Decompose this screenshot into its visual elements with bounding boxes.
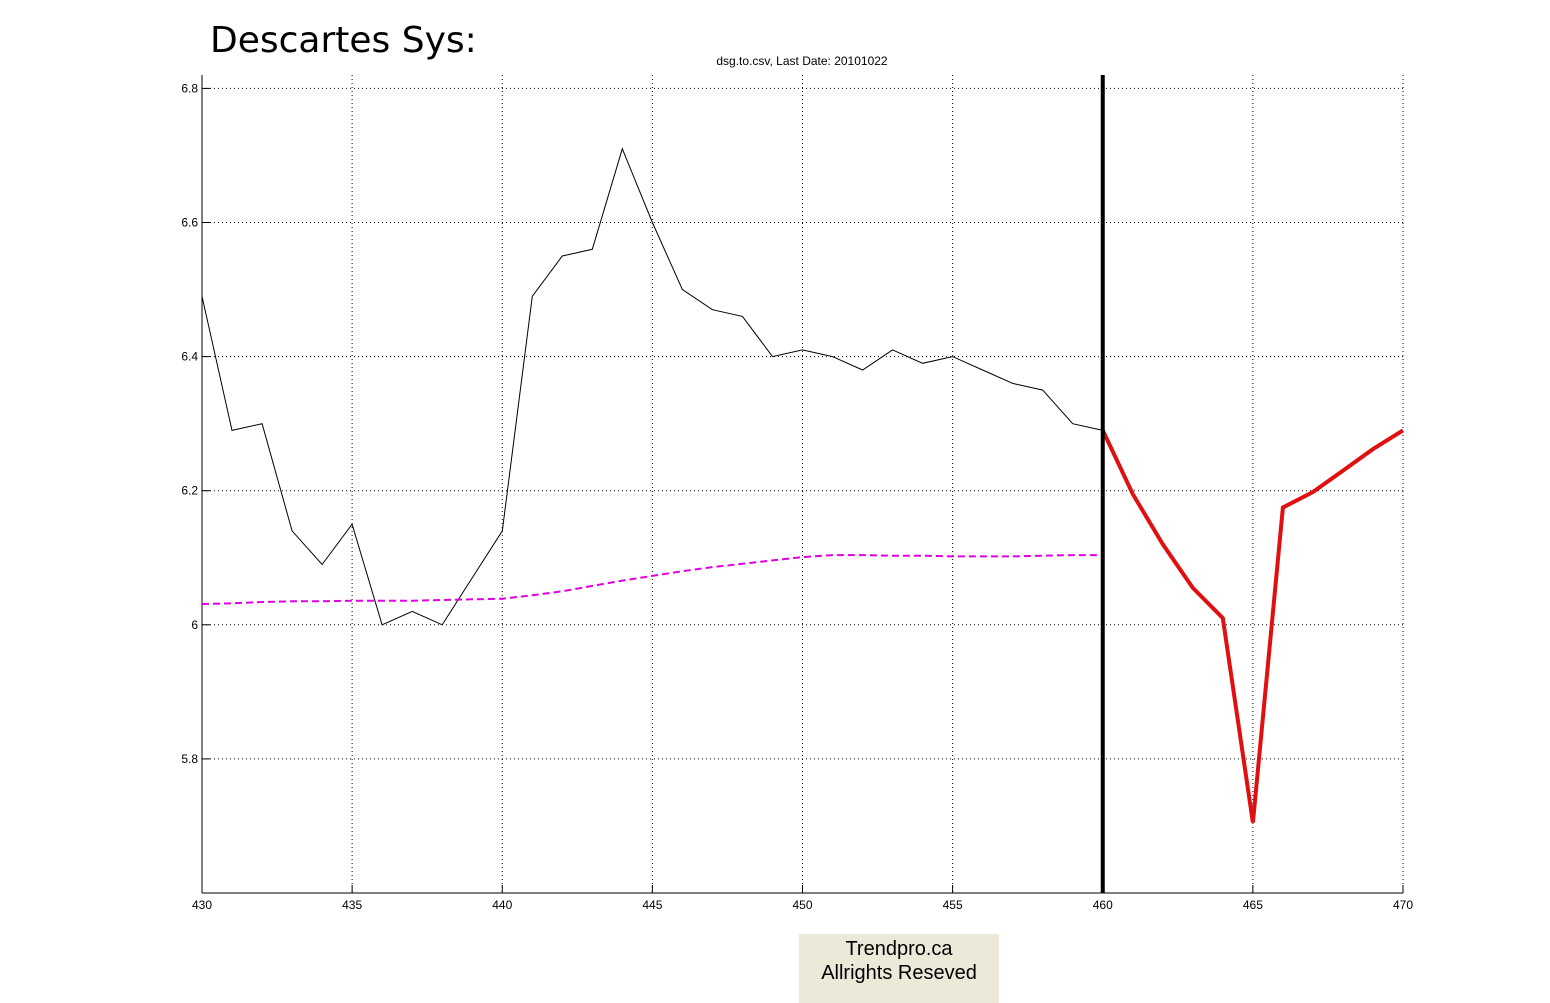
y-tick-label: 6.8 xyxy=(181,81,198,95)
x-tick-label: 435 xyxy=(342,898,362,912)
x-tick-label: 460 xyxy=(1093,898,1113,912)
price-line xyxy=(201,147,1103,626)
watermark-line-1: Trendpro.ca xyxy=(845,938,953,960)
x-tick-label: 465 xyxy=(1243,898,1263,912)
chart-main-title: Descartes Sys: xyxy=(210,20,477,61)
x-tick-label: 445 xyxy=(642,898,662,912)
forecast-line xyxy=(1100,428,1405,823)
chart-title: dsg.to.csv, Last Date: 20101022 xyxy=(716,54,888,68)
y-tick-label: 6.6 xyxy=(181,216,198,230)
grid-lines xyxy=(202,75,1404,893)
x-tick-label: 470 xyxy=(1393,898,1413,912)
x-tick-label: 440 xyxy=(492,898,512,912)
x-tick-label: 450 xyxy=(792,898,812,912)
y-tick-label: 6 xyxy=(191,618,198,632)
y-tick-label: 6.2 xyxy=(181,484,198,498)
x-tick-label: 455 xyxy=(943,898,963,912)
tick-labels: 430 435 440 445 450 455 460 465 470 5.8 6 6.2 6.4 6.6… xyxy=(181,81,1413,912)
x-tick-label: 430 xyxy=(192,898,212,912)
watermark-box: Trendpro.ca Allrights Reseved xyxy=(799,934,999,1003)
watermark-line-2: Allrights Reseved xyxy=(821,962,977,984)
y-tick-label: 6.4 xyxy=(181,350,198,364)
average-line xyxy=(201,554,1103,605)
y-tick-label: 5.8 xyxy=(181,752,198,766)
series-lines xyxy=(201,75,1405,893)
